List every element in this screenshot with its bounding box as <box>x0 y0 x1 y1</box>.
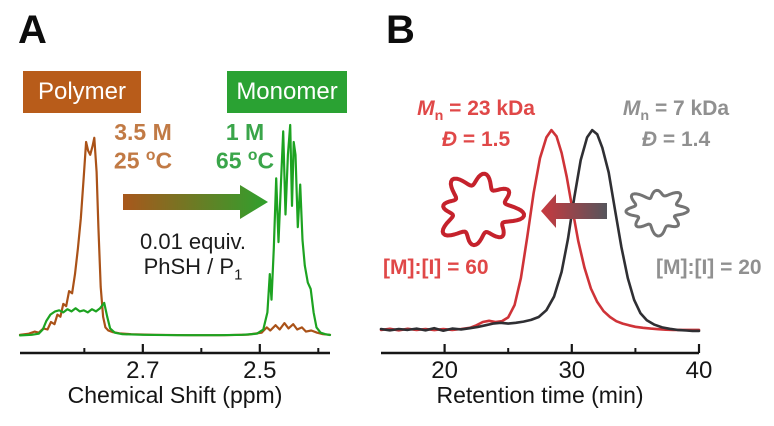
panel-b-plot: 20 30 40 <box>379 128 713 384</box>
trace-A <box>18 123 332 337</box>
panel-a-x-axis-title: Chemical Shift (ppm) <box>67 382 283 408</box>
panel-a-letter: A <box>18 8 47 52</box>
x-tick-label: 30 <box>558 357 585 384</box>
monomer-badge: Monomer <box>227 71 347 113</box>
monomer-conditions-label: 1 M 65 oC <box>215 119 275 174</box>
polymer-conditions-label: 3.5 M 25 oC <box>113 119 173 174</box>
arrow-caption: 0.01 equiv. PhSH / P1 <box>139 229 246 284</box>
gray-ratio-label: [M]:[I] = 20 <box>656 256 762 279</box>
trace-A <box>18 136 332 337</box>
shift-left-arrow-icon <box>541 194 607 228</box>
x-tick-label: 20 <box>431 357 458 384</box>
x-tick-label: 2.5 <box>243 357 276 384</box>
polymer-coil-large-icon <box>440 171 526 248</box>
gray-mn-annotation: Mn = 7 kDa Đ = 1.4 <box>622 97 730 152</box>
red-ratio-label: [M]:[I] = 60 <box>383 256 489 279</box>
panel-b-letter: B <box>386 8 415 52</box>
panel-b-x-axis-title: Retention time (min) <box>436 382 644 408</box>
trace-B <box>379 128 701 333</box>
x-tick-label: 2.7 <box>126 357 159 384</box>
panel-a-plot: 2.7 2.5 <box>18 123 332 384</box>
polymer-coil-small-icon <box>624 188 690 238</box>
polymer-badge: Polymer <box>23 71 141 113</box>
polymer-coil-icons <box>440 171 690 248</box>
x-tick-label: 40 <box>686 357 713 384</box>
red-mn-annotation: Mn = 23 kDa Đ = 1.5 <box>417 97 535 152</box>
polymer-to-monomer-arrow-icon <box>123 185 268 219</box>
